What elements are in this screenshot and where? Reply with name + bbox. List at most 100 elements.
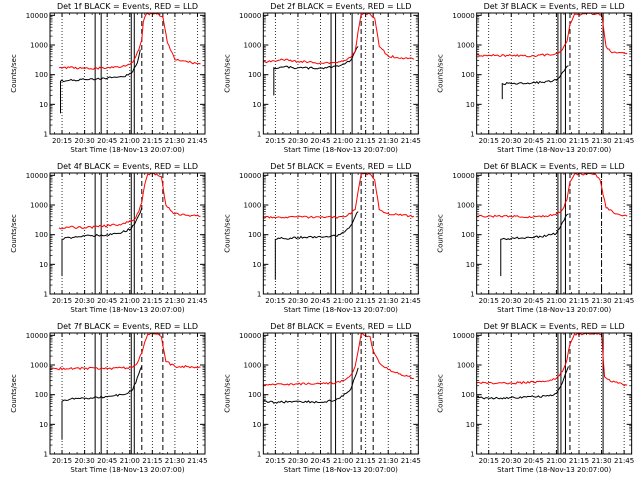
plot-frame — [49, 332, 206, 455]
y-tick-label: 10000 — [26, 332, 48, 340]
y-tick-label: 1000 — [30, 42, 48, 50]
x-tick-label: 21:00 — [120, 137, 140, 145]
y-tick-label: 10 — [252, 421, 261, 429]
x-tick-label: 20:15 — [52, 297, 72, 305]
x-tick-label: 20:15 — [52, 137, 72, 145]
x-tick-label: 20:45 — [97, 457, 117, 465]
y-tick-label: 1 — [470, 131, 474, 139]
y-tick-label: 10000 — [452, 172, 474, 180]
panel-title: Det 2f BLACK = Events, RED = LLD — [270, 2, 411, 11]
lld-series-line — [263, 12, 415, 65]
x-tick-label: 21:30 — [165, 457, 185, 465]
x-axis-label: Start Time (18-Nov-13 20:07:00) — [497, 466, 611, 474]
x-tick-label: 20:45 — [310, 297, 330, 305]
x-tick-label: 21:45 — [614, 297, 634, 305]
lld-series-line — [263, 172, 415, 219]
x-tick-label: 20:30 — [501, 457, 521, 465]
detector-panel: Det 7f BLACK = Events, RED = LLD 1 10 100 10… — [10, 322, 208, 474]
y-tick-label: 1 — [257, 291, 261, 299]
x-tick-label: 21:30 — [165, 137, 185, 145]
x-tick-label: 20:15 — [52, 457, 72, 465]
events-series-line — [61, 366, 143, 440]
events-series-line — [273, 46, 359, 96]
lld-series-line — [58, 172, 201, 230]
y-tick-label: 1 — [257, 131, 261, 139]
y-tick-label: 1000 — [457, 202, 475, 210]
x-tick-label: 21:00 — [333, 297, 353, 305]
events-series-line — [61, 207, 143, 277]
y-tick-label: 100 — [35, 71, 48, 79]
plot-frame — [49, 172, 206, 295]
panel-title: Det 6f BLACK = Events, RED = LLD — [484, 162, 625, 171]
panel-title: Det 4f BLACK = Events, RED = LLD — [57, 162, 198, 171]
x-tick-label: 20:45 — [97, 137, 117, 145]
y-tick-label: 10 — [39, 261, 48, 269]
x-tick-label: 21:45 — [401, 137, 421, 145]
y-axis-label: Counts/sec — [10, 214, 18, 253]
x-tick-label: 20:45 — [310, 457, 330, 465]
x-tick-label: 21:45 — [187, 137, 207, 145]
panel-title: Det 7f BLACK = Events, RED = LLD — [57, 322, 198, 331]
y-tick-label: 10000 — [239, 332, 261, 340]
y-tick-label: 1 — [257, 451, 261, 459]
x-axis-label: Start Time (18-Nov-13 20:07:00) — [497, 146, 611, 154]
x-tick-label: 21:45 — [614, 137, 634, 145]
events-series-line — [263, 367, 359, 404]
y-tick-label: 10000 — [452, 12, 474, 20]
x-tick-label: 20:30 — [501, 137, 521, 145]
y-tick-label: 100 — [35, 231, 48, 239]
x-tick-label: 20:30 — [288, 297, 308, 305]
x-tick-label: 21:00 — [333, 137, 353, 145]
events-series-line — [60, 49, 141, 114]
panel-title: Det 8f BLACK = Events, RED = LLD — [270, 322, 411, 331]
x-tick-label: 20:15 — [265, 297, 285, 305]
y-tick-label: 10 — [39, 421, 48, 429]
y-tick-label: 10 — [39, 101, 48, 109]
y-tick-label: 10000 — [452, 332, 474, 340]
x-tick-label: 21:15 — [142, 457, 162, 465]
y-tick-label: 1000 — [244, 362, 262, 370]
plot-frame — [262, 12, 419, 135]
y-axis-label: Counts/sec — [437, 374, 445, 413]
y-tick-label: 1000 — [244, 202, 262, 210]
detector-panel: Det 4f BLACK = Events, RED = LLD 1 10 100 10… — [10, 162, 208, 314]
y-tick-label: 1000 — [30, 362, 48, 370]
y-tick-label: 10 — [252, 101, 261, 109]
y-axis-label: Counts/sec — [223, 54, 231, 93]
x-tick-label: 21:15 — [569, 297, 589, 305]
x-tick-label: 21:45 — [614, 457, 634, 465]
x-tick-label: 21:15 — [142, 297, 162, 305]
x-tick-label: 21:30 — [591, 297, 611, 305]
x-axis-label: Start Time (18-Nov-13 20:07:00) — [284, 466, 398, 474]
lld-series-line — [476, 332, 628, 387]
events-series-line — [274, 211, 359, 280]
events-series-line — [476, 366, 569, 400]
y-tick-label: 1 — [470, 451, 474, 459]
x-tick-label: 20:45 — [524, 457, 544, 465]
lld-series-line — [49, 332, 201, 371]
x-tick-label: 20:30 — [75, 457, 95, 465]
x-tick-label: 21:15 — [356, 137, 376, 145]
x-tick-label: 21:15 — [356, 457, 376, 465]
y-tick-label: 1 — [44, 131, 48, 139]
x-tick-label: 20:30 — [75, 297, 95, 305]
y-tick-label: 10000 — [26, 172, 48, 180]
detector-panel: Det 5f BLACK = Events, RED = LLD 1 10 100 10… — [223, 162, 421, 314]
plot-frame — [476, 172, 633, 295]
y-axis-label: Counts/sec — [10, 54, 18, 93]
detector-panel: Det 2f BLACK = Events, RED = LLD 1 10 100 10… — [223, 2, 421, 154]
x-tick-label: 20:45 — [524, 297, 544, 305]
x-axis-label: Start Time (18-Nov-13 20:07:00) — [70, 146, 184, 154]
y-axis-label: Counts/sec — [437, 54, 445, 93]
y-tick-label: 10 — [466, 101, 475, 109]
x-tick-label: 21:30 — [378, 297, 398, 305]
y-tick-label: 100 — [461, 231, 474, 239]
y-tick-label: 10000 — [239, 12, 261, 20]
x-tick-label: 21:45 — [401, 457, 421, 465]
x-tick-label: 20:15 — [479, 457, 499, 465]
plot-frame — [476, 332, 633, 455]
x-tick-label: 21:30 — [165, 297, 185, 305]
lld-series-line — [263, 332, 414, 386]
plot-frame — [262, 332, 419, 455]
plot-frame — [49, 12, 206, 135]
